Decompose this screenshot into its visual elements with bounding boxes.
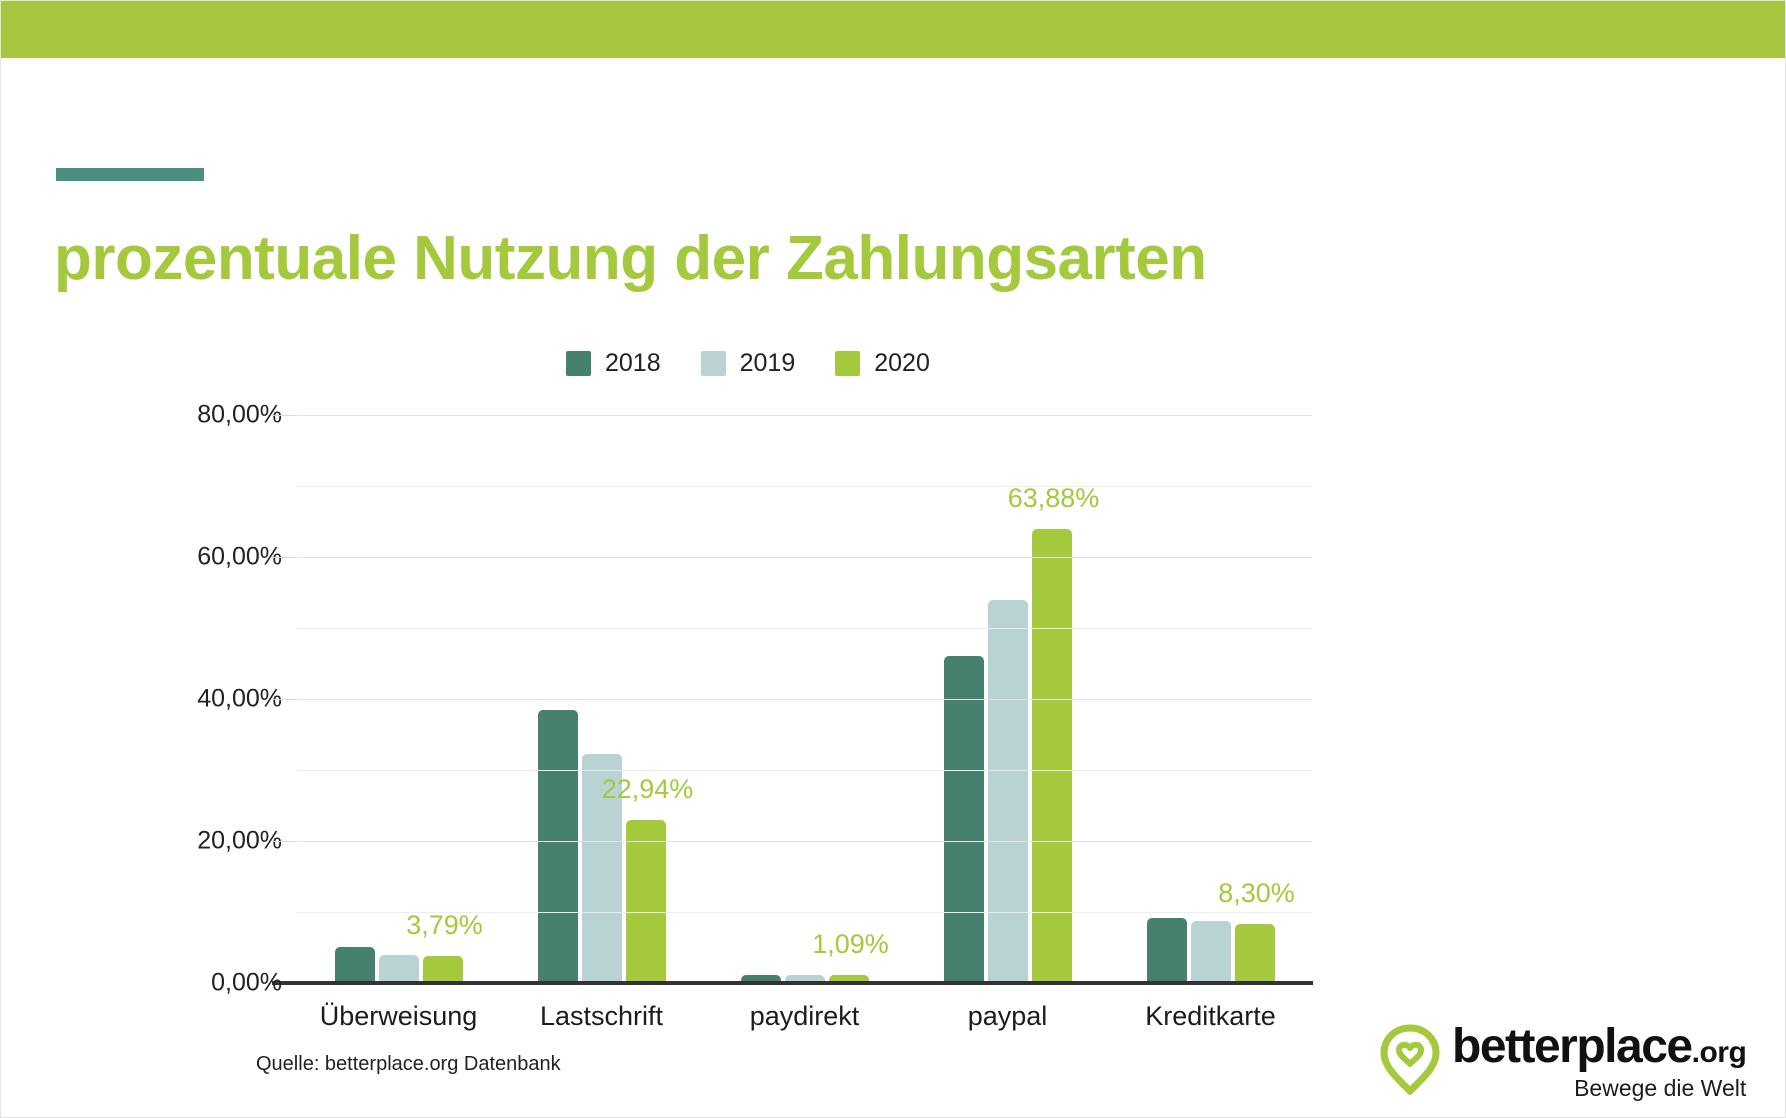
- x-axis-label-paydirekt: paydirekt: [749, 1001, 860, 1031]
- gridline-50: [297, 628, 1312, 629]
- bar-Überweisung-2020[interactable]: [422, 956, 463, 983]
- bar-Lastschrift-2019[interactable]: [581, 753, 622, 983]
- bar-paypal-2018[interactable]: [943, 656, 984, 983]
- logo-wordmark: betterplace.org Bewege die Welt: [1452, 1020, 1747, 1102]
- bar-paypal-2020[interactable]: [1031, 529, 1072, 983]
- legend-item-2019: 2019: [700, 349, 796, 378]
- data-label-Kreditkarte: 8,30%: [1218, 878, 1295, 909]
- y-axis-tick-mark: [272, 699, 296, 700]
- x-axis-label-Lastschrift: Lastschrift: [539, 1001, 664, 1031]
- legend-label-2020: 2020: [874, 349, 930, 377]
- legend-swatch-2020: [835, 351, 861, 376]
- bar-groups: Überweisung 3,79% Lastschrift 22,94% paydire…: [297, 415, 1312, 1031]
- legend-swatch-2018: [566, 351, 591, 376]
- y-axis-tick-label: 0,00%: [211, 968, 282, 997]
- bar-group-paydirekt: paydirekt 1,09%: [703, 415, 906, 1031]
- logo-tagline: Bewege die Welt: [1574, 1075, 1747, 1101]
- bar-chart: Überweisung 3,79% Lastschrift 22,94% paydire…: [197, 401, 1313, 1031]
- top-banner: [1, 1, 1785, 58]
- y-axis-tick-label: 40,00%: [197, 684, 282, 713]
- bars: [703, 415, 906, 983]
- bar-paydirekt-2019[interactable]: [784, 975, 825, 983]
- bar-Lastschrift-2018[interactable]: [537, 709, 578, 983]
- gridline-80: [297, 415, 1312, 416]
- bar-group-Überweisung: Überweisung 3,79%: [297, 415, 500, 1031]
- y-axis-tick-label: 20,00%: [197, 826, 282, 855]
- bar-Lastschrift-2020[interactable]: [625, 820, 666, 983]
- x-axis-baseline: [272, 981, 1313, 985]
- data-label-Überweisung: 3,79%: [406, 910, 483, 941]
- bar-Kreditkarte-2019[interactable]: [1190, 921, 1231, 983]
- x-axis-label-Überweisung: Überweisung: [319, 1001, 478, 1031]
- bars: [500, 415, 703, 983]
- legend-item-2020: 2020: [835, 349, 930, 378]
- bar-paypal-2019[interactable]: [987, 600, 1028, 983]
- gridline-10: [297, 912, 1312, 913]
- logo-name-text: betterplace: [1452, 1020, 1693, 1073]
- bars: [1109, 415, 1312, 983]
- data-label-paypal: 63,88%: [1007, 483, 1100, 514]
- gridline-30: [297, 770, 1312, 771]
- chart-legend: 2018 2019 2020: [566, 349, 930, 378]
- betterplace-logo: betterplace.org Bewege die Welt: [1378, 1020, 1747, 1102]
- y-axis-tick-label: 60,00%: [197, 542, 282, 571]
- title-accent-bar: [56, 168, 204, 181]
- y-axis-tick-mark: [272, 415, 296, 416]
- bar-paydirekt-2020[interactable]: [828, 975, 869, 983]
- source-note: Quelle: betterplace.org Datenbank: [256, 1053, 561, 1075]
- y-axis-tick-mark: [272, 557, 296, 558]
- x-axis-label-paypal: paypal: [967, 1001, 1048, 1031]
- gridline-70: [297, 486, 1312, 487]
- page-title: prozentuale Nutzung der Zahlungsarten: [54, 224, 1207, 293]
- logo-tld: .org: [1691, 1036, 1747, 1069]
- bar-group-Kreditkarte: Kreditkarte 8,30%: [1109, 415, 1312, 1031]
- location-pin-heart-icon: [1378, 1023, 1442, 1100]
- bar-Kreditkarte-2020[interactable]: [1234, 924, 1275, 983]
- gridline-20: [297, 841, 1312, 842]
- bar-group-paypal: paypal 63,88%: [906, 415, 1109, 1031]
- data-label-paydirekt: 1,09%: [812, 929, 889, 960]
- legend-label-2019: 2019: [739, 349, 796, 377]
- legend-item-2018: 2018: [566, 349, 661, 378]
- bar-paydirekt-2018[interactable]: [740, 975, 781, 983]
- bar-Kreditkarte-2018[interactable]: [1146, 917, 1187, 983]
- logo-name: betterplace.org: [1452, 1020, 1747, 1073]
- x-axis-label-Kreditkarte: Kreditkarte: [1145, 1001, 1276, 1031]
- bars: [906, 415, 1109, 983]
- legend-label-2018: 2018: [605, 349, 661, 377]
- bars: [297, 415, 500, 983]
- y-axis-tick-label: 80,00%: [197, 400, 282, 429]
- gridline-40: [297, 699, 1312, 700]
- gridline-60: [297, 557, 1312, 558]
- legend-swatch-2019: [700, 351, 726, 376]
- data-label-Lastschrift: 22,94%: [601, 774, 694, 805]
- bar-Überweisung-2019[interactable]: [378, 954, 419, 983]
- bar-group-Lastschrift: Lastschrift 22,94%: [500, 415, 703, 1031]
- bar-Überweisung-2018[interactable]: [334, 946, 375, 983]
- y-axis-tick-mark: [272, 841, 296, 842]
